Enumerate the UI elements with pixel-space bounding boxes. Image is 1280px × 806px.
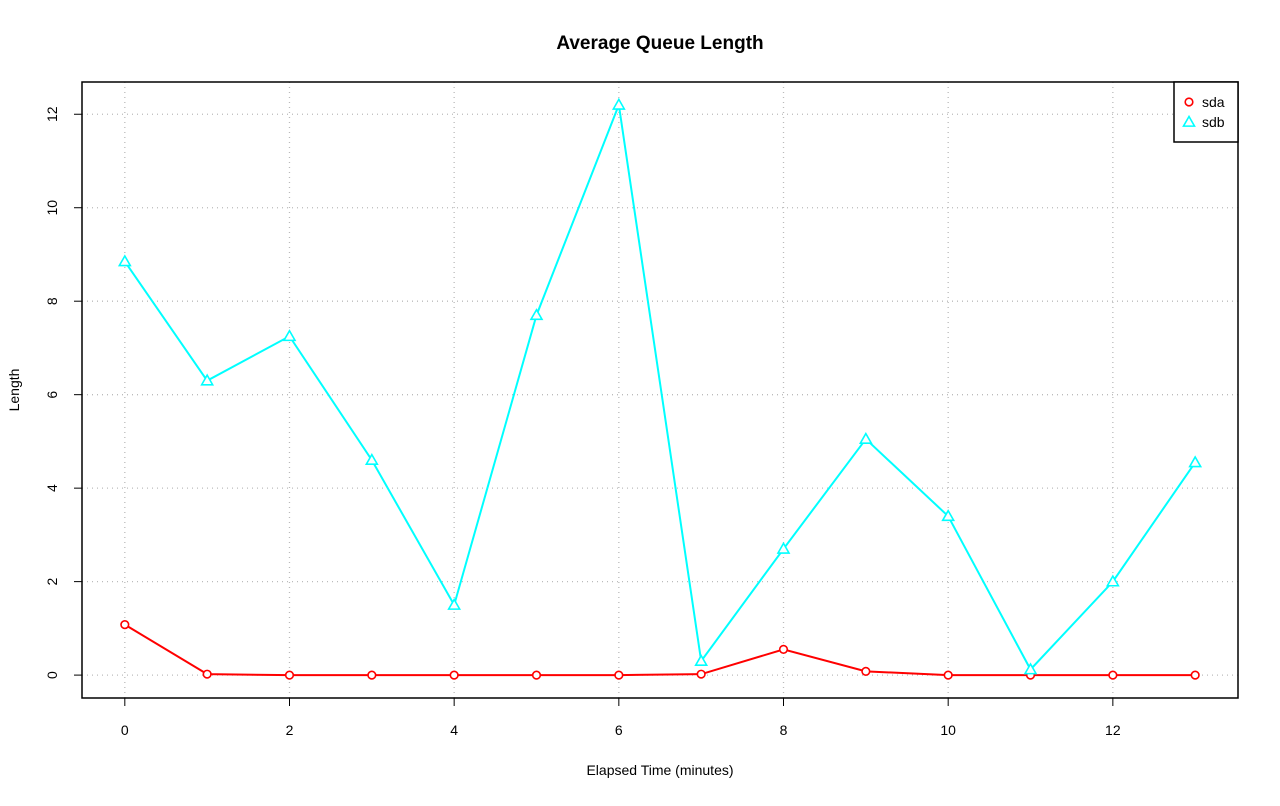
legend-marker	[1182, 114, 1196, 127]
point	[776, 541, 791, 554]
point	[611, 97, 626, 110]
x-tick-label: 12	[1105, 722, 1121, 738]
point	[1023, 662, 1038, 675]
x-tick-label: 8	[780, 722, 788, 738]
point	[531, 670, 542, 680]
point	[120, 620, 130, 630]
point	[367, 670, 377, 680]
point	[364, 452, 379, 466]
legend-box	[1173, 81, 1239, 143]
y-tick-label: 2	[44, 578, 60, 586]
point	[614, 670, 624, 680]
series-line	[123, 101, 1197, 672]
x-tick-label: 4	[450, 722, 458, 738]
point	[943, 670, 953, 680]
legend-label: sda	[1202, 94, 1225, 110]
x-axis-label: Elapsed Time (minutes)	[586, 762, 733, 778]
point	[778, 644, 789, 654]
point	[1190, 670, 1200, 680]
y-axis-label: Length	[6, 369, 22, 412]
point	[447, 597, 462, 610]
point	[529, 308, 544, 321]
series-line	[124, 623, 1196, 677]
point	[696, 669, 706, 679]
point	[200, 373, 215, 386]
point	[117, 254, 132, 267]
point	[861, 666, 871, 676]
y-tick-label: 10	[44, 200, 60, 216]
x-tick-label: 2	[286, 722, 294, 738]
point	[449, 670, 459, 680]
point	[284, 670, 295, 680]
y-tick-label: 12	[44, 106, 60, 122]
plot-frame	[81, 81, 1239, 699]
y-tick-label: 4	[44, 484, 60, 492]
point	[858, 431, 873, 444]
legend-label: sdb	[1202, 114, 1225, 130]
point	[941, 509, 956, 522]
point	[1105, 574, 1120, 587]
x-tick-label: 0	[121, 722, 129, 738]
x-tick-label: 10	[940, 722, 956, 738]
point	[694, 653, 709, 667]
chart-title: Average Queue Length	[556, 33, 763, 54]
legend-marker	[1184, 97, 1194, 107]
point	[202, 669, 212, 679]
y-tick-label: 0	[44, 671, 60, 679]
x-tick-label: 6	[615, 722, 623, 738]
point	[1108, 670, 1118, 680]
y-tick-label: 6	[44, 391, 60, 399]
point	[1188, 455, 1203, 468]
y-tick-label: 8	[44, 297, 60, 305]
point	[282, 329, 297, 342]
